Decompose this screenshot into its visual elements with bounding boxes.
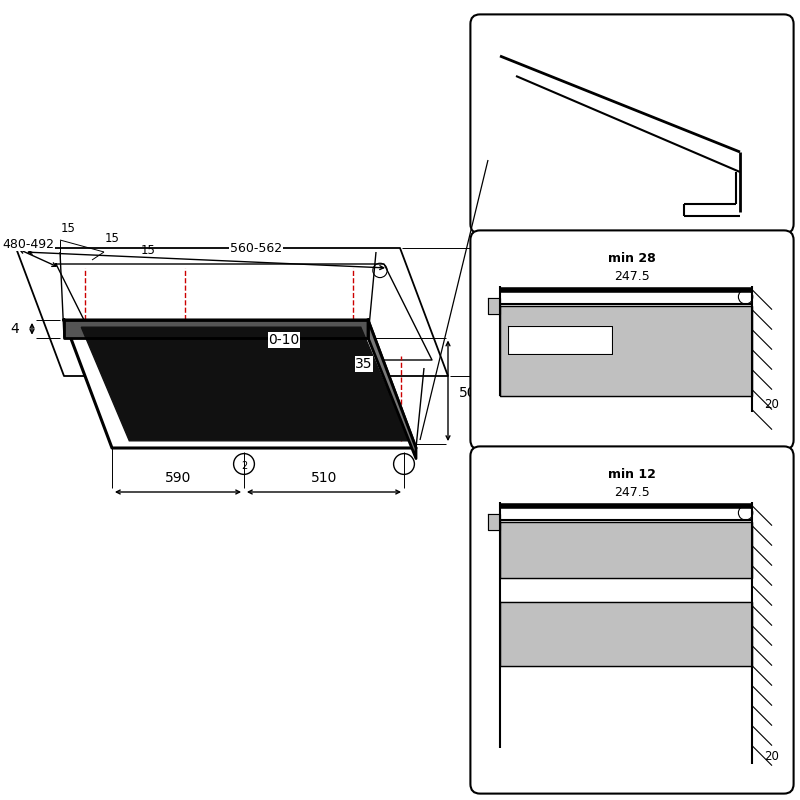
FancyBboxPatch shape (470, 446, 794, 794)
Text: min 28: min 28 (608, 252, 656, 265)
Text: 15: 15 (105, 232, 119, 245)
Polygon shape (500, 522, 752, 578)
Text: min 12: min 12 (608, 468, 656, 481)
Polygon shape (500, 306, 752, 396)
Text: 60: 60 (618, 627, 634, 640)
Polygon shape (488, 298, 500, 314)
Text: 35: 35 (355, 357, 373, 371)
Polygon shape (64, 320, 368, 338)
Text: 50: 50 (459, 386, 477, 400)
Text: 560-562: 560-562 (230, 242, 282, 254)
Polygon shape (368, 320, 416, 458)
Text: 247.5: 247.5 (614, 486, 650, 499)
Text: 15: 15 (141, 244, 155, 257)
FancyBboxPatch shape (470, 230, 794, 450)
Polygon shape (16, 248, 448, 376)
Polygon shape (508, 326, 612, 354)
Text: 20: 20 (764, 398, 779, 410)
Text: 247.5: 247.5 (614, 270, 650, 283)
Polygon shape (488, 514, 500, 530)
Text: 10: 10 (620, 583, 636, 596)
Polygon shape (500, 602, 752, 666)
Text: 0-10: 0-10 (268, 333, 300, 347)
Polygon shape (82, 327, 409, 441)
Text: 20: 20 (764, 750, 779, 762)
FancyBboxPatch shape (470, 14, 794, 234)
Polygon shape (64, 320, 416, 448)
Text: 4: 4 (10, 322, 18, 336)
Text: 480-492: 480-492 (2, 238, 54, 250)
Text: 510: 510 (311, 470, 337, 485)
Text: 2: 2 (241, 461, 247, 470)
Text: 15: 15 (61, 222, 75, 234)
Text: 100: 100 (490, 305, 515, 319)
Text: 590: 590 (165, 470, 191, 485)
